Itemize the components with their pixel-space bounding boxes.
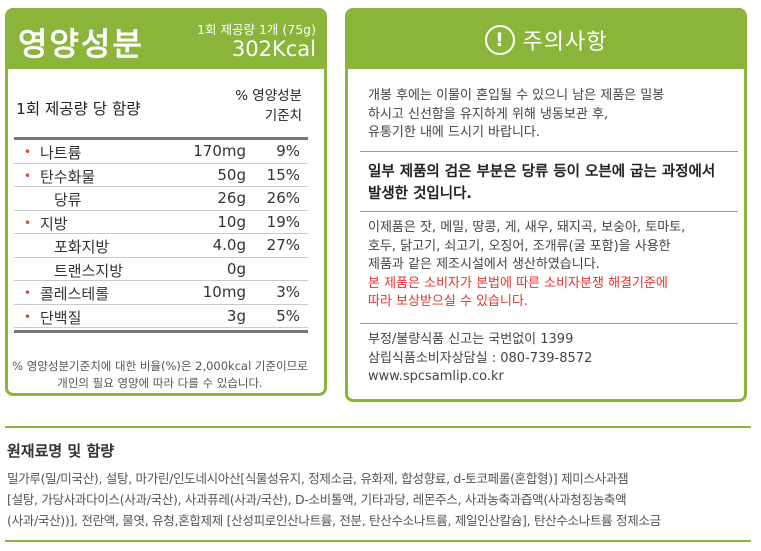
allergy-notice: 이제품은 잣, 메밀, 땅콩, 게, 새우, 돼지곡, 보숭아, 토마토, 호두… [368,219,733,312]
daily-value-label-line2: 기준치 [264,108,302,124]
nutrition-row: • 단백질 3g 5% [14,305,308,328]
nutrient-percent: 5% [276,306,300,325]
nutrient-percent: 27% [266,236,300,254]
website-link[interactable]: www.spcsamlip.co.kr [368,369,504,384]
calories: 302Kcal [231,37,316,61]
nutrition-table: • 나트륨 170mg 9% • 탄수화물 50g 15% 당류 26g 26% • 지방 10g 19% 포… [14,140,308,328]
bullet-icon: • [24,309,32,324]
baking-line: 발생한 것입니다. [368,186,472,202]
nutrient-amount: 0g [226,259,246,278]
nutrient-amount: 10mg [202,283,246,301]
allergy-line: 호두, 닭고기, 쇠고기, 오징어, 조개류(굴 포함)을 사용한 [368,238,671,254]
nutrition-row: • 콜레스테롤 10mg 3% [14,281,308,305]
nutrition-row: 트랜스지방 0g [14,258,308,281]
daily-value-label: % 영양성분 기준치 [235,86,302,126]
nutrient-name: 탄수화물 [40,167,96,186]
nutrition-header: 영양성분 1회 제공량 1개 (75g) 302Kcal [8,11,324,69]
nutrition-bottom-rule [14,330,308,333]
daily-value-label-line1: % 영양성분 [235,88,302,104]
nutrient-name: 콜레스테롤 [40,285,110,303]
caution-divider [360,151,738,152]
nutrient-amount: 50g [217,165,246,184]
nutrient-percent: 15% [266,165,300,184]
nutrition-row: • 지방 10g 19% [14,211,308,234]
ingredients-bottom-rule [5,540,751,542]
caution-divider [360,323,738,324]
ingredients-line: [설탕, 가당사과다이스(사과/국산), 사과퓨레(사과/국산), D-소비톨액… [7,492,627,507]
bullet-icon: • [24,286,32,300]
nutrition-row: 포화지방 4.0g 27% [14,234,308,258]
nutrient-name: 단백질 [40,308,82,327]
nutrient-percent: 3% [276,283,300,301]
nutrient-name: 포화지방 [54,238,110,256]
caution-panel: ! 주의사항 개봉 후에는 이물이 혼입될 수 있으니 남은 제품은 밀봉 하시… [345,8,747,402]
ingredients-title: 원재료명 및 함량 [7,442,115,460]
caution-header: ! 주의사항 [348,11,744,69]
nutrition-title: 영양성분 [18,25,144,63]
compensation-line: 따라 보상받으실 수 있습니다. [368,294,529,309]
nutrition-note-line1: % 영양성분기준치에 대한 비율(%)은 2,000kcal 기준이므로 [12,359,308,373]
storage-notice: 개봉 후에는 이물이 혼입될 수 있으니 남은 제품은 밀봉 하시고 신선함을 … [368,87,733,143]
nutrition-note: % 영양성분기준치에 대한 비율(%)은 2,000kcal 기준이므로 개인의… [10,358,310,392]
serving-size: 1회 제공량 1개 (75g) [197,22,316,37]
nutrition-top-rule [14,137,308,140]
nutrient-amount: 3g [226,306,246,325]
consumer-center-line: 삼립식품소비자상담실 : 080-739-8572 [368,350,593,366]
caution-title: 주의사항 [522,30,608,55]
storage-line: 하시고 신선함을 유지하게 위해 냉동보관 후, [368,106,609,122]
report-line: 부정/불량식품 신고는 국번없이 1399 [368,332,574,347]
baking-line: 일부 제품의 검은 부분은 당류 등이 오븐에 굽는 과정에서 [368,164,716,180]
ingredients-list: 밀가루(밀/미국산), 설탕, 마가린/인도네시아산[식물성유지, 정제소금, … [7,468,755,531]
nutrition-row: • 탄수화물 50g 15% [14,164,308,187]
nutrient-amount: 10g [217,212,246,231]
bullet-icon: • [24,145,32,159]
nutrient-percent: 26% [266,189,300,207]
ingredients-line: (사과/국산))], 전란액, 물엿, 유청,혼합제제 [산성피로인산나트륨, … [7,513,661,528]
nutrient-amount: 4.0g [212,236,246,254]
nutrient-name: 나트륨 [40,144,82,162]
baking-notice: 일부 제품의 검은 부분은 당류 등이 오븐에 굽는 과정에서 발생한 것입니다… [368,161,733,205]
nutrition-subheader: 1회 제공량 당 함량 % 영양성분 기준치 [10,82,310,142]
storage-line: 개봉 후에는 이물이 혼입될 수 있으니 남은 제품은 밀봉 [368,88,665,103]
allergy-line: 제품과 같은 제조시설에서 생산하였습니다. [368,257,600,272]
nutrition-row: • 나트륨 170mg 9% [14,140,308,164]
ingredients-top-rule [5,426,751,428]
nutrient-amount: 26g [217,189,246,207]
exclamation-icon: ! [484,25,515,55]
allergy-line: 이제품은 잣, 메밀, 땅콩, 게, 새우, 돼지곡, 보숭아, 토마토, [368,220,686,235]
nutrition-note-line2: 개인의 필요 영양에 따라 다를 수 있습니다. [57,376,263,390]
storage-line: 유통기한 내에 드시기 바랍니다. [368,125,541,140]
nutrition-row: 당류 26g 26% [14,187,308,211]
ingredients-line: 밀가루(밀/미국산), 설탕, 마가린/인도네시아산[식물성유지, 정제소금, … [7,471,629,486]
nutrient-name: 당류 [54,191,82,209]
per-serving-label: 1회 제공량 당 함량 [16,100,141,118]
nutrient-percent: 19% [266,212,300,231]
caution-divider [360,211,738,212]
nutrient-name: 지방 [40,214,68,233]
nutrient-name: 트랜스지방 [54,261,124,280]
compensation-line: 본 제품은 소비자가 본법에 따른 소비자분쟁 해결기준에 [368,275,668,291]
contact-info: 부정/불량식품 신고는 국번없이 1399 삼립식품소비자상담실 : 080-7… [368,331,733,387]
bullet-icon: • [24,168,32,183]
nutrient-amount: 170mg [193,142,246,160]
nutrient-percent: 9% [276,142,300,160]
bullet-icon: • [24,215,32,230]
